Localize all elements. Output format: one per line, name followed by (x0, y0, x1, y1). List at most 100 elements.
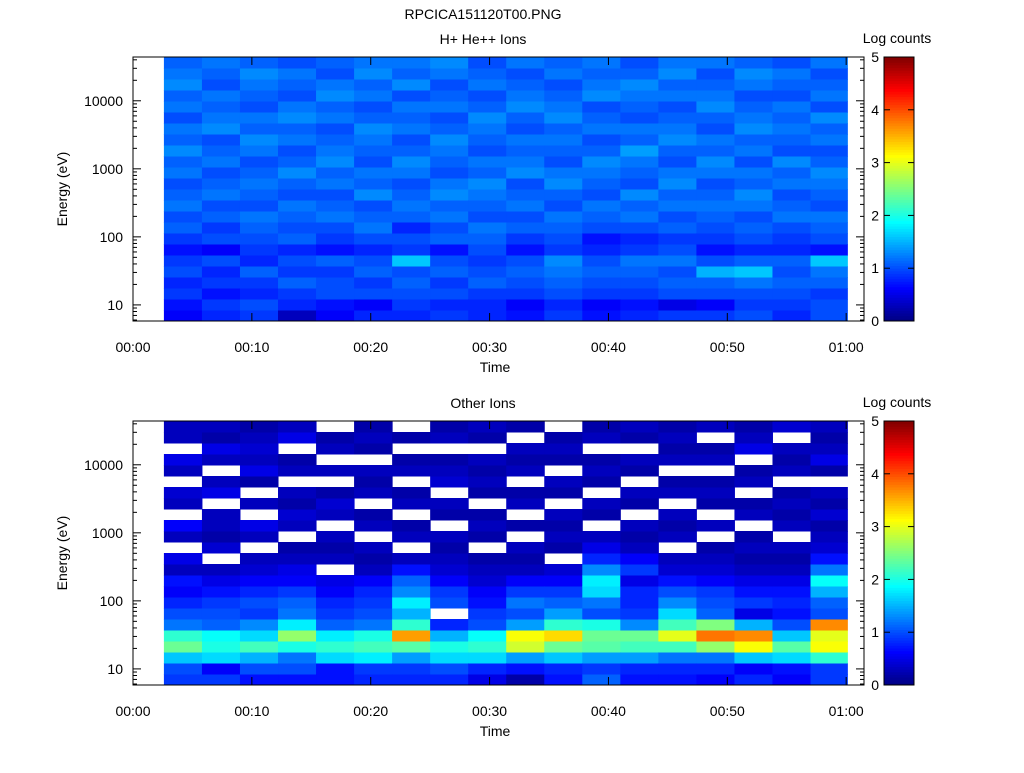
heatmap-cell (316, 597, 355, 609)
heatmap-cell (468, 619, 507, 631)
heatmap-cell (468, 597, 507, 609)
colorbar-segment (884, 241, 914, 245)
colorbar-segment (884, 215, 914, 219)
heatmap-cell (620, 421, 659, 433)
heatmap-cell (354, 476, 393, 488)
heatmap-cell (430, 652, 469, 664)
heatmap-cell (354, 652, 393, 664)
heatmap-cell (430, 509, 469, 521)
heatmap-cell (772, 652, 812, 664)
heatmap-cell (658, 509, 697, 521)
heatmap-cell (354, 575, 393, 587)
heatmap-cell (163, 57, 203, 69)
heatmap-cell (772, 266, 812, 278)
heatmap-cell (620, 189, 659, 201)
heatmap-cell (772, 608, 812, 620)
heatmap-cell (582, 90, 621, 102)
heatmap-cell (316, 178, 355, 190)
heatmap-cell (201, 200, 241, 212)
x-axis-label: Time (480, 359, 511, 375)
colorbar-segment (884, 589, 914, 594)
heatmap-cell (392, 454, 431, 466)
colorbar-segment (884, 128, 914, 132)
heatmap-cell (354, 443, 393, 455)
colorbar-segment (884, 539, 914, 543)
heatmap-cell (658, 266, 697, 278)
colorbar-segment (884, 497, 914, 501)
heatmap-cell (468, 189, 507, 201)
heatmap-cell (734, 421, 773, 433)
heatmap-cell (278, 564, 317, 576)
heatmap-cell (278, 167, 317, 179)
heatmap-cell (582, 630, 621, 642)
heatmap-cell (544, 299, 583, 311)
heatmap-cell (658, 310, 697, 322)
colorbar-segment (884, 510, 914, 514)
heatmap-cell (772, 520, 812, 532)
heatmap-cell (810, 255, 848, 267)
heatmap-cell (430, 189, 469, 201)
heatmap-cell (544, 90, 583, 102)
colorbar-segment (884, 481, 914, 485)
heatmap-cell (316, 156, 355, 168)
colorbar-segment (884, 223, 914, 227)
heatmap-cell (772, 134, 812, 146)
heatmap-cell (544, 266, 583, 278)
heatmap-cell (772, 597, 812, 609)
heatmap-cell (658, 575, 697, 587)
heatmap-cell (392, 310, 431, 322)
colorbar-segment (884, 146, 914, 150)
heatmap-cell (354, 211, 393, 223)
heatmap-cell (620, 597, 659, 609)
colorbar-segment (884, 658, 914, 662)
heatmap-cell (239, 432, 279, 444)
heatmap-cell (620, 200, 659, 212)
colorbar-segment (884, 159, 914, 164)
colorbar-segment (884, 120, 914, 124)
heatmap-cell (506, 465, 545, 477)
heatmap-cell (734, 641, 773, 653)
heatmap-cell (620, 255, 659, 267)
heatmap-cell (316, 553, 355, 565)
heatmap-cell (696, 652, 735, 664)
colorbar-segment (884, 162, 914, 166)
x-tick-label: 00:10 (234, 339, 269, 355)
colorbar-segment (884, 284, 914, 288)
heatmap-cell (354, 189, 393, 201)
heatmap-cell (201, 222, 241, 234)
heatmap-cell (734, 178, 773, 190)
heatmap-cell (544, 509, 583, 521)
heatmap-cell (658, 178, 697, 190)
heatmap-cell (163, 553, 203, 565)
heatmap-cell (620, 90, 659, 102)
heatmap-cell (734, 112, 773, 124)
heatmap-cell (772, 575, 812, 587)
heatmap-cell (734, 586, 773, 598)
heatmap-cell (582, 178, 621, 190)
colorbar-segment (884, 236, 914, 240)
colorbar-segment (884, 130, 914, 135)
heatmap-cell (354, 101, 393, 113)
heatmap-cell (658, 630, 697, 642)
heatmap-cell (201, 520, 241, 532)
heatmap-cell (239, 57, 279, 69)
heatmap-cell (696, 674, 735, 686)
heatmap-cell (620, 310, 659, 322)
heatmap-cell (810, 575, 848, 587)
heatmap-cell (810, 244, 848, 256)
heatmap-cell (163, 255, 203, 267)
heatmap-cell (239, 134, 279, 146)
heatmap-cell (620, 123, 659, 135)
heatmap-cell (696, 79, 735, 91)
heatmap-cell (772, 244, 812, 256)
colorbar-segment (884, 624, 914, 628)
heatmap-cell (734, 233, 773, 245)
heatmap-cell (620, 112, 659, 124)
heatmap-cell (163, 112, 203, 124)
heatmap-cell (772, 663, 812, 675)
heatmap-cell (658, 652, 697, 664)
heatmap-cell (582, 542, 621, 554)
colorbar-segment (884, 294, 914, 298)
heatmap-cell (506, 79, 545, 91)
colorbar-segment (884, 442, 914, 446)
